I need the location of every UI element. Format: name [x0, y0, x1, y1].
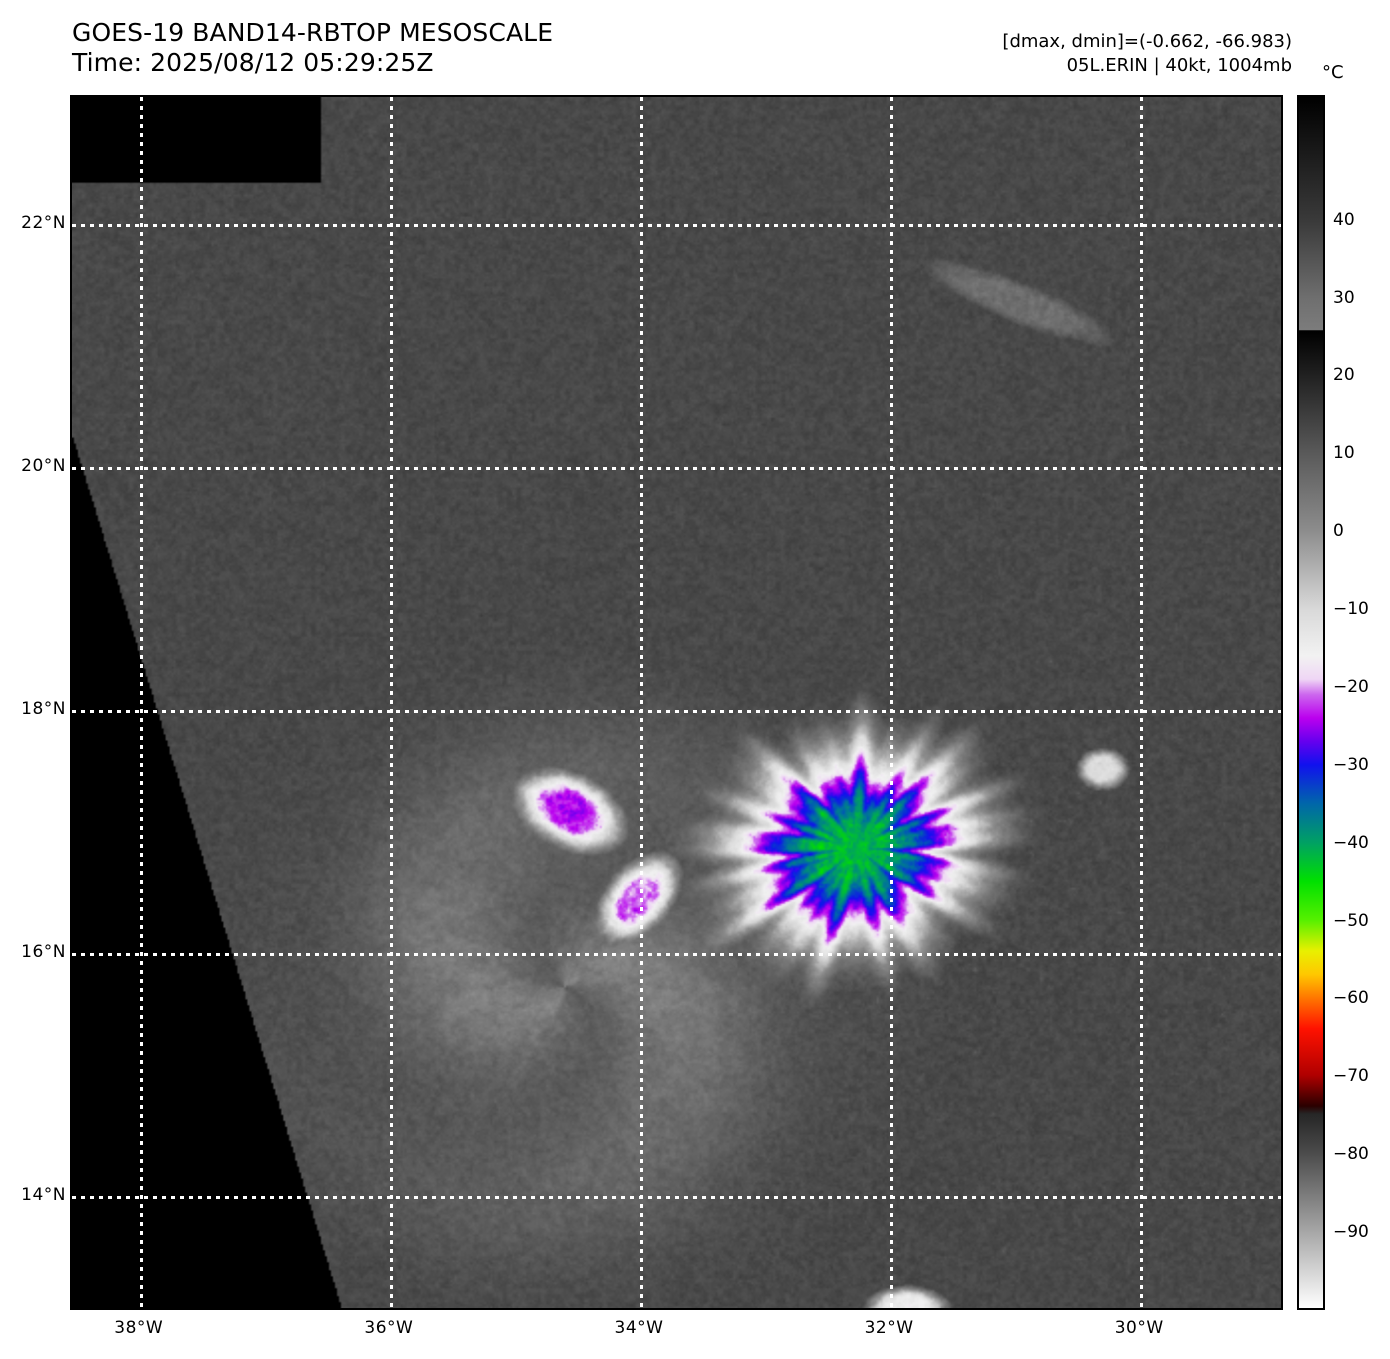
colorbar-tick--80: −80	[1333, 1144, 1369, 1165]
colorbar-tick--50: −50	[1333, 910, 1369, 931]
colorbar-tick--60: −60	[1333, 988, 1369, 1009]
lat-tick-16°N: 16°N	[21, 941, 66, 962]
colorbar-tick--90: −90	[1333, 1222, 1369, 1243]
header-left: GOES-19 BAND14-RBTOP MESOSCALE Time: 202…	[72, 18, 832, 78]
data-minmax-label: [dmax, dmin]=(-0.662, -66.983)	[1002, 31, 1292, 52]
lon-tick-30°W: 30°W	[1114, 1318, 1164, 1338]
lon-tick-38°W: 38°W	[114, 1318, 164, 1338]
colorbar-tick-30: 30	[1333, 287, 1355, 308]
infrared-satellite-imagery	[72, 97, 1281, 1308]
storm-info-label: 05L.ERIN | 40kt, 1004mb	[1066, 55, 1292, 76]
colorbar-tick-20: 20	[1333, 365, 1355, 386]
colorbar-tick--20: −20	[1333, 676, 1369, 697]
lon-tick-32°W: 32°W	[864, 1318, 914, 1338]
lat-tick-22°N: 22°N	[21, 212, 66, 233]
lon-tick-36°W: 36°W	[364, 1318, 414, 1338]
lat-tick-20°N: 20°N	[21, 455, 66, 476]
colorbar-tick-0: 0	[1333, 521, 1344, 542]
page-title: GOES-19 BAND14-RBTOP MESOSCALE	[72, 18, 554, 47]
lat-tick-14°N: 14°N	[21, 1184, 66, 1205]
colorbar-gradient	[1299, 97, 1323, 1308]
timestamp-label: Time: 2025/08/12 05:29:25Z	[72, 48, 434, 77]
lat-tick-18°N: 18°N	[21, 698, 66, 719]
colorbar-unit-label: °C	[1322, 62, 1344, 83]
header-right: [dmax, dmin]=(-0.662, -66.983) 05L.ERIN …	[1002, 30, 1292, 78]
lon-tick-34°W: 34°W	[614, 1318, 664, 1338]
colorbar-tick--40: −40	[1333, 832, 1369, 853]
colorbar-tick-40: 40	[1333, 209, 1355, 230]
colorbar-tick--30: −30	[1333, 754, 1369, 775]
colorbar-tick-10: 10	[1333, 443, 1355, 464]
colorbar-tick--70: −70	[1333, 1066, 1369, 1087]
temperature-colorbar[interactable]	[1297, 95, 1325, 1310]
satellite-plot-area[interactable]: Copyright © 2020-2025 Dapiya	[70, 95, 1283, 1310]
colorbar-tick--10: −10	[1333, 599, 1369, 620]
